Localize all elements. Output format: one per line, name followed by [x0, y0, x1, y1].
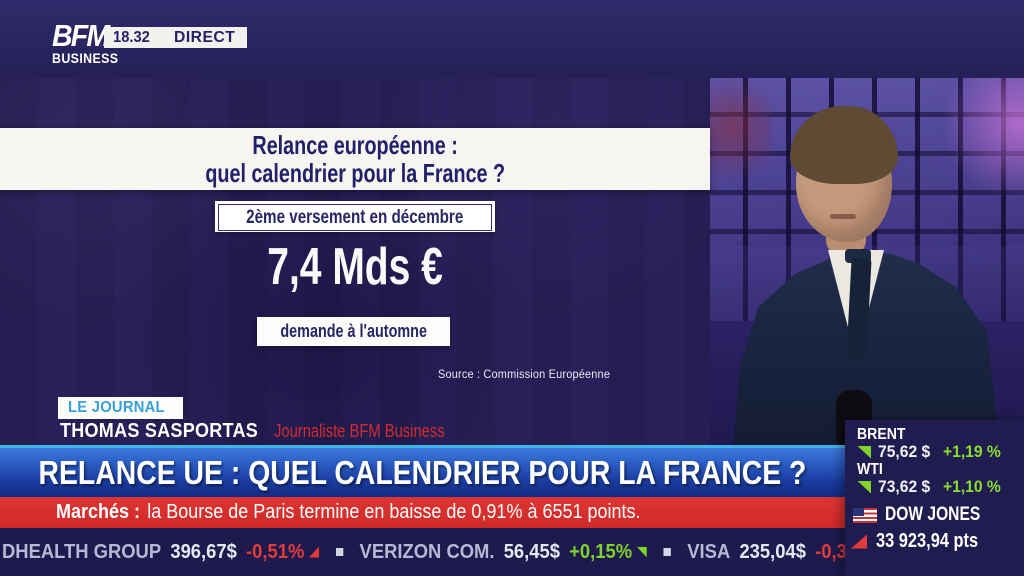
headline-banner: RELANCE UE : QUEL CALENDRIER POUR LA FRA… — [0, 445, 845, 497]
presenter-mouth — [830, 214, 856, 219]
journalist-name: THOMAS SASPORTAS — [60, 420, 258, 442]
markets-strip-label: Marchés : — [56, 501, 141, 523]
markets-strip: Marchés : la Bourse de Paris termine en … — [0, 497, 845, 528]
chip-autumn-request: demande à l'automne — [257, 317, 450, 346]
ticker-item: VISA 235,04$ -0,3 — [687, 541, 845, 564]
headline-text: RELANCE UE : QUEL CALENDRIER POUR LA FRA… — [38, 453, 807, 491]
chip-autumn-request-label: demande à l'automne — [280, 321, 427, 341]
index-value: 33 923,94 pts — [876, 530, 979, 552]
channel-name: BFM — [52, 18, 110, 53]
ticker-stock-change: -0,51% — [246, 540, 305, 563]
bfm-business-logo: BFM BUSINESS — [52, 20, 124, 66]
us-flag-icon — [853, 507, 877, 523]
ticker-item: DHEALTH GROUP 396,67$ -0,51% — [2, 540, 320, 564]
quote-name: WTI — [857, 461, 883, 478]
index-name: DOW JONES — [885, 504, 981, 525]
ticker-stock-price: 235,04$ — [739, 540, 806, 563]
ticker-stock-name: VISA — [687, 540, 731, 563]
quote-row: 73,62 $ +1,10 % — [857, 477, 1006, 497]
info-graphic-panel: Relance européenne : quel calendrier pou… — [0, 78, 710, 445]
chip-second-payment-label: 2ème versement en décembre — [246, 206, 464, 228]
ticker-stock-change: +0,15% — [569, 540, 633, 563]
down-triangle-icon — [308, 546, 320, 558]
down-triangle-icon — [851, 534, 867, 549]
ticker-separator — [335, 548, 343, 556]
stage: Relance européenne : quel calendrier pou… — [0, 78, 1024, 445]
ticker-stock-price: 396,67$ — [170, 540, 237, 563]
quote-change: +1,19 % — [942, 442, 1001, 461]
up-triangle-icon — [857, 445, 871, 459]
index-header-row: DOW JONES — [853, 504, 1001, 526]
ticker-separator — [663, 548, 671, 556]
source-note: Source : Commission Européenne — [438, 369, 611, 381]
quote-row: 75,62 $ +1,19 % — [857, 442, 1006, 462]
quote-name: BRENT — [857, 426, 906, 443]
ticker-stock-name: VERIZON COM. — [359, 540, 495, 563]
ticker-stock-change: -0,3 — [815, 540, 845, 563]
stock-ticker: DHEALTH GROUP 396,67$ -0,51% VERIZON COM… — [0, 528, 845, 576]
ticker-item: VERIZON COM. 56,45$ +0,15% — [360, 541, 647, 564]
studio-light-pink — [940, 78, 1024, 198]
index-value-row: 33 923,94 pts — [851, 530, 1001, 553]
channel-subname: BUSINESS — [52, 51, 119, 66]
byline: THOMAS SASPORTAS Journaliste BFM Busines… — [60, 420, 482, 443]
quote-price: 75,62 $ — [878, 442, 931, 461]
ticker-stock-name: DHEALTH GROUP — [2, 540, 162, 563]
title-line-1: Relance européenne : — [252, 130, 458, 160]
title-line-2: quel calendrier pour la France ? — [205, 158, 505, 188]
quote-change: +1,10 % — [942, 477, 1001, 496]
market-data-panel: BRENT 75,62 $ +1,19 % WTI 73,62 $ +1,10 … — [845, 420, 1024, 576]
quote-price: 73,62 $ — [878, 477, 931, 496]
live-badge: DIRECT — [173, 28, 236, 46]
infographic-title: Relance européenne : quel calendrier pou… — [0, 128, 710, 190]
journalist-role: Journaliste BFM Business — [274, 421, 445, 441]
amount-value: 7,4 Mds € — [267, 238, 443, 296]
up-triangle-icon — [857, 480, 871, 494]
clock-time: 18.32 — [113, 28, 150, 46]
time-direct-strip: 18.32 DIRECT — [104, 27, 247, 48]
ticker-stock-price: 56,45$ — [503, 540, 560, 563]
chip-second-payment: 2ème versement en décembre — [215, 201, 495, 232]
header-bar: BFM BUSINESS 18.32 DIRECT — [0, 0, 1024, 78]
up-triangle-icon — [636, 546, 647, 558]
markets-strip-text: la Bourse de Paris termine en baisse de … — [147, 501, 641, 523]
show-label: LE JOURNAL — [58, 397, 184, 419]
presenter-hair — [790, 106, 898, 184]
